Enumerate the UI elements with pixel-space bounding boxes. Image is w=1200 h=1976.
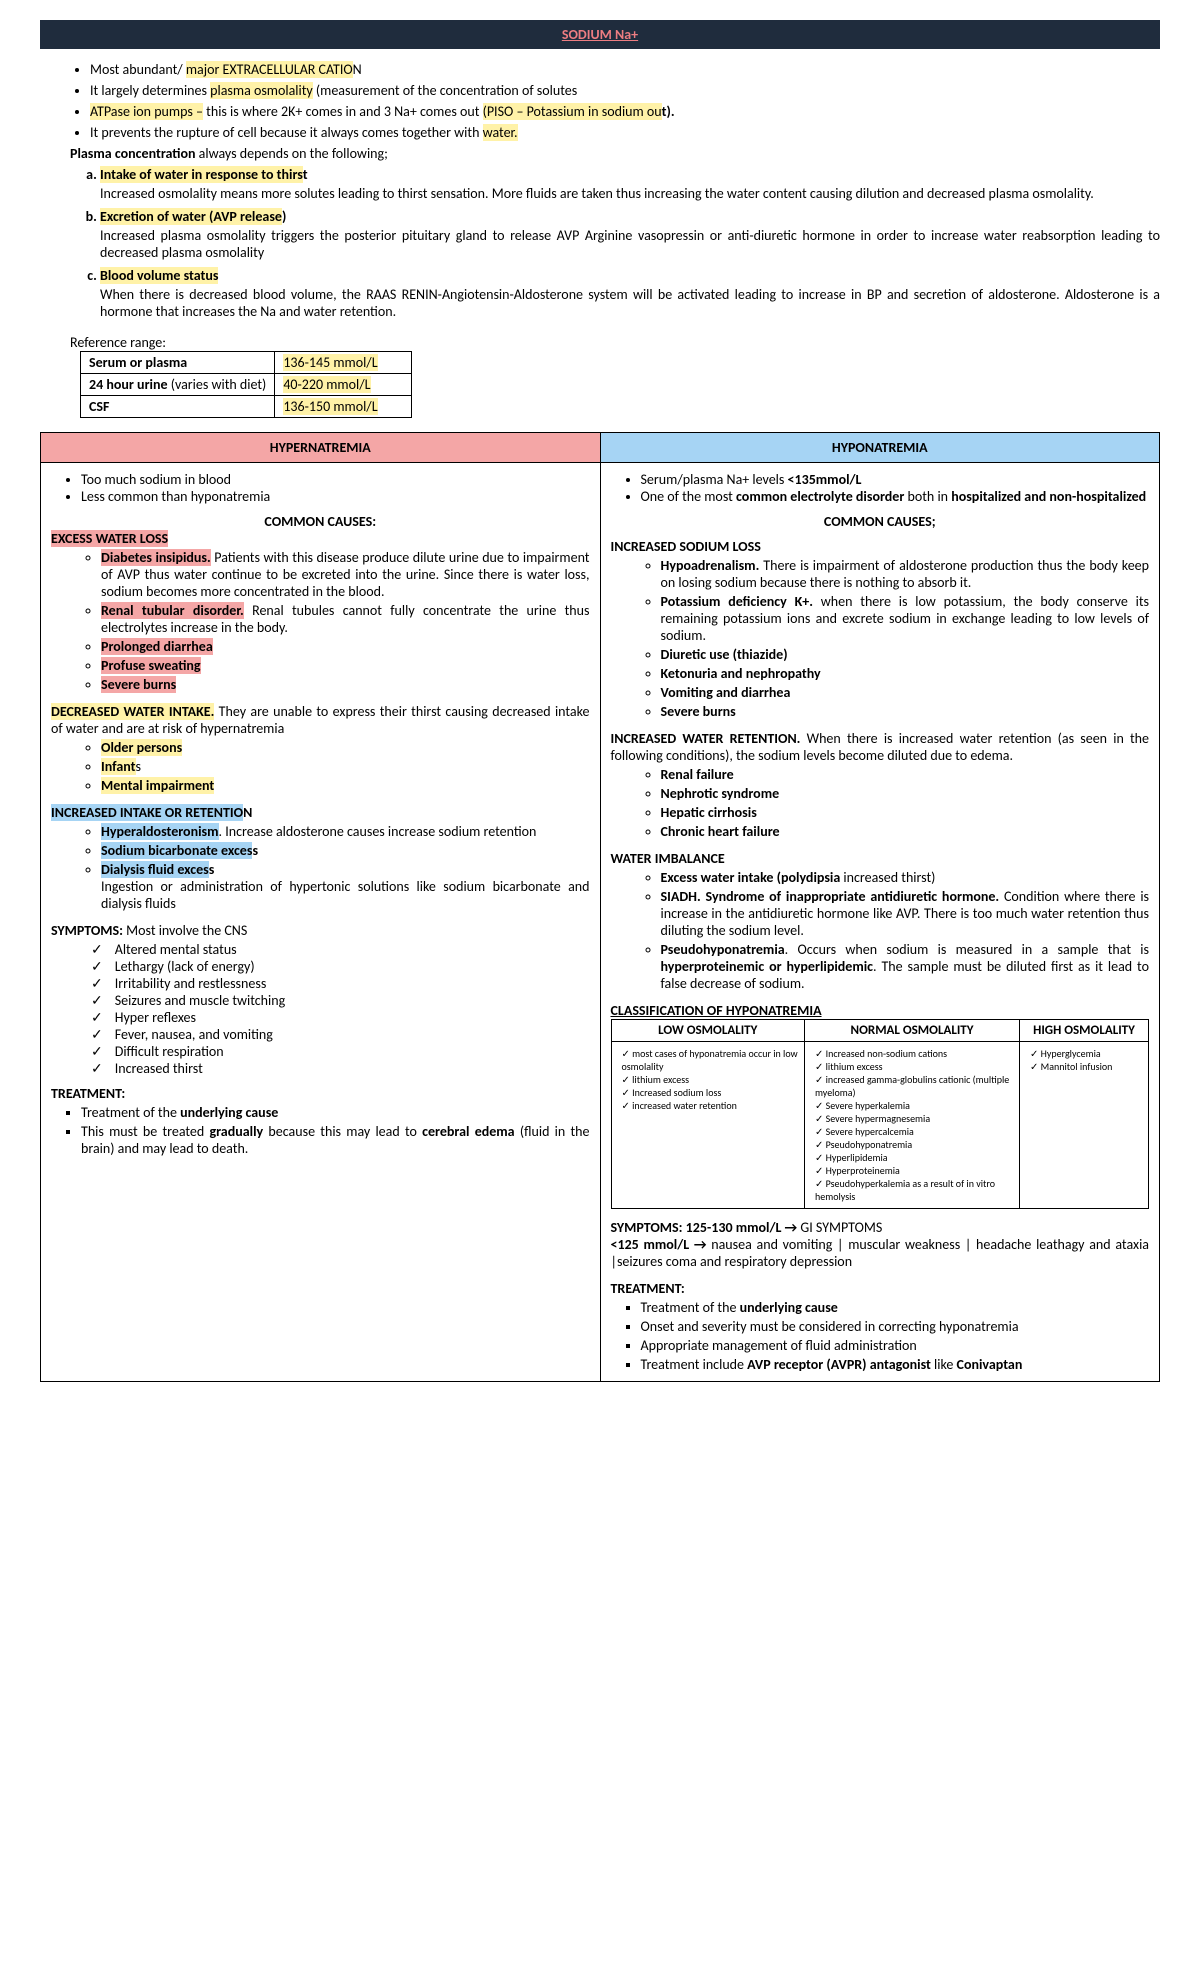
hyper-t2: This must be treated gradually because t… <box>81 1123 590 1157</box>
hyper-b1: Too much sodium in blood <box>81 471 590 488</box>
ref-urine-label: 24 hour urine (varies with diet) <box>81 374 275 396</box>
hepatic-cirrhosis: Hepatic cirrhosis <box>661 804 1150 821</box>
hypo-b1: Serum/plasma Na+ levels <135mmol/L <box>641 471 1150 488</box>
bullet-2: It largely determines plasma osmolality … <box>90 82 1160 99</box>
plasma-concentration-line: Plasma concentration always depends on t… <box>70 145 1160 162</box>
abc-list: Intake of water in response to thirst In… <box>40 166 1160 320</box>
hyperaldosteronism: Hyperaldosteronism. Increase aldosterone… <box>101 823 590 840</box>
main-bullets: Most abundant/ major EXTRACELLULAR CATIO… <box>40 61 1160 141</box>
reference-range-table: Serum or plasma 136-145 mmol/L 24 hour ur… <box>80 351 412 418</box>
hypo-symptoms-1: SYMPTOMS: 125-130 mmol/L → GI SYMPTOMS <box>611 1219 1150 1236</box>
ketonuria: Ketonuria and nephropathy <box>661 665 1150 682</box>
ref-serum-val: 136-145 mmol/L <box>283 354 377 371</box>
decreased-water-intake: DECREASED WATER INTAKE. They are unable … <box>51 703 590 737</box>
bullet-3: ATPase ion pumps – this is where 2K+ com… <box>90 103 1160 120</box>
dialysis-fluid: Dialysis fluid excessIngestion or admini… <box>101 861 590 912</box>
water-imbalance: WATER IMBALANCE <box>611 850 1150 867</box>
ref-csf-label: CSF <box>81 396 275 418</box>
reference-range-label: Reference range: <box>70 334 1160 351</box>
hypo-t1: Treatment of the underlying cause <box>641 1299 1150 1316</box>
mental-impairment: Mental impairment <box>101 777 590 794</box>
hypo-t4: Treatment include AVP receptor (AVPR) an… <box>641 1356 1150 1373</box>
severe-burns-r: Severe burns <box>661 703 1150 720</box>
renal-tubular: Renal tubular disorder. Renal tubules ca… <box>101 602 590 636</box>
hypo-treatment: TREATMENT: <box>611 1280 1150 1297</box>
excess-water-loss: EXCESS WATER LOSS <box>51 530 590 547</box>
prolonged-diarrhea: Prolonged diarrhea <box>101 638 590 655</box>
hyper-treatment: TREATMENT: <box>51 1085 590 1102</box>
severe-burns-l: Severe burns <box>101 676 590 693</box>
increased-water-retention: INCREASED WATER RETENTION. When there is… <box>611 730 1150 764</box>
hypo-b2: One of the most common electrolyte disor… <box>641 488 1150 505</box>
increased-intake-retention: INCREASED INTAKE OR RETENTION <box>51 804 590 821</box>
item-b: Excretion of water (AVP release) Increas… <box>100 208 1160 261</box>
pseudohyponatremia: Pseudohyponatremia. Occurs when sodium i… <box>661 941 1150 992</box>
potassium-def: Potassium deficiency K+. when there is l… <box>661 593 1150 644</box>
hypo-t3: Appropriate management of fluid administ… <box>641 1337 1150 1354</box>
hypernatremia-header: HYPERNATREMIA <box>41 433 601 463</box>
hypoadrenalism: Hypoadrenalism. There is impairment of a… <box>661 557 1150 591</box>
excess-water-intake: Excess water intake (polydipsia increase… <box>661 869 1150 886</box>
hyponatremia-cell: Serum/plasma Na+ levels <135mmol/L One o… <box>600 463 1160 1382</box>
siadh: SIADH. Syndrome of inappropriate antidiu… <box>661 888 1150 939</box>
hypo-symptoms-2: <125 mmol/L → nausea and vomiting | musc… <box>611 1236 1150 1270</box>
classification-header: CLASSIFICATION OF HYPONATREMIA <box>611 1002 1150 1019</box>
hyper-b2: Less common than hyponatremia <box>81 488 590 505</box>
bullet-1: Most abundant/ major EXTRACELLULAR CATIO… <box>90 61 1160 78</box>
hypo-t2: Onset and severity must be considered in… <box>641 1318 1150 1335</box>
hyponatremia-header: HYPONATREMIA <box>600 433 1160 463</box>
item-a: Intake of water in response to thirst In… <box>100 166 1160 202</box>
diabetes-insipidus: Diabetes insipidus. Patients with this d… <box>101 549 590 600</box>
chronic-heart-failure: Chronic heart failure <box>661 823 1150 840</box>
hypo-common-causes: COMMON CAUSES; <box>611 513 1150 530</box>
hyper-t1: Treatment of the underlying cause <box>81 1104 590 1121</box>
diuretic-use: Diuretic use (thiazide) <box>661 646 1150 663</box>
nephrotic-syndrome: Nephrotic syndrome <box>661 785 1150 802</box>
hyper-common-causes: COMMON CAUSES: <box>51 513 590 530</box>
vomiting-diarrhea: Vomiting and diarrhea <box>661 684 1150 701</box>
older-persons: Older persons <box>101 739 590 756</box>
renal-failure: Renal failure <box>661 766 1150 783</box>
main-comparison-table: HYPERNATREMIA HYPONATREMIA Too much sodi… <box>40 432 1160 1382</box>
ref-serum-label: Serum or plasma <box>81 352 275 374</box>
ref-csf-val: 136-150 mmol/L <box>283 398 377 415</box>
increased-sodium-loss: INCREASED SODIUM LOSS <box>611 538 1150 555</box>
hypernatremia-cell: Too much sodium in blood Less common tha… <box>41 463 601 1382</box>
classification-table: LOW OSMOLALITYNORMAL OSMOLALITYHIGH OSMO… <box>611 1019 1150 1209</box>
hyper-symptoms: SYMPTOMS: Most involve the CNS <box>51 922 590 939</box>
profuse-sweating: Profuse sweating <box>101 657 590 674</box>
item-c: Blood volume status When there is decrea… <box>100 267 1160 320</box>
sodium-bicarb: Sodium bicarbonate excess <box>101 842 590 859</box>
title-bar: SODIUM Na+ <box>40 20 1160 49</box>
infants: Infants <box>101 758 590 775</box>
ref-urine-val: 40-220 mmol/L <box>283 376 370 393</box>
hyper-symptoms-list: Altered mental statusLethargy (lack of e… <box>51 941 590 1077</box>
bullet-4: It prevents the rupture of cell because … <box>90 124 1160 141</box>
